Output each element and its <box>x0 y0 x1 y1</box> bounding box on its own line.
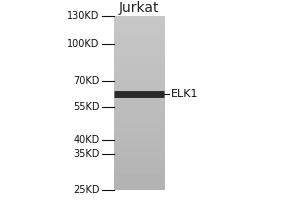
Text: 70KD: 70KD <box>73 76 100 86</box>
Text: 55KD: 55KD <box>73 102 100 112</box>
Text: 35KD: 35KD <box>73 149 100 159</box>
Text: Jurkat: Jurkat <box>119 1 160 15</box>
Text: 25KD: 25KD <box>73 185 100 195</box>
Text: 40KD: 40KD <box>73 135 100 145</box>
Text: 130KD: 130KD <box>67 11 100 21</box>
Text: ELK1: ELK1 <box>170 89 198 99</box>
Text: 100KD: 100KD <box>67 39 100 49</box>
